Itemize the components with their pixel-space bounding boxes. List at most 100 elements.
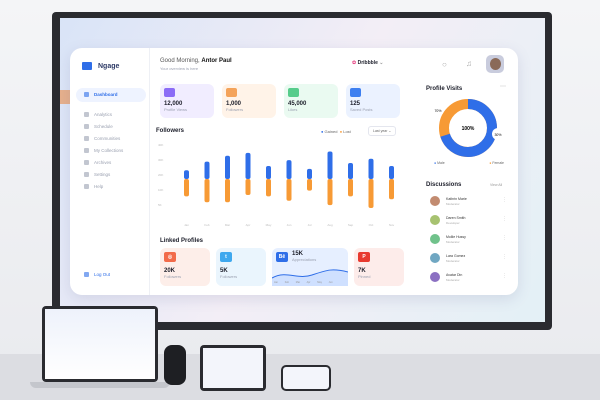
- more-icon[interactable]: ⋯: [500, 84, 506, 90]
- y-tick-label: 30K: [158, 158, 163, 162]
- bar-gained-Feb: [204, 161, 210, 179]
- y-tick-label: 10K: [158, 188, 163, 192]
- nav-icon: [84, 112, 89, 118]
- stat-card[interactable]: 12,000 Profile Views: [160, 84, 214, 118]
- discussion-item[interactable]: Mollie Hussy Moderator ⋮: [430, 234, 510, 250]
- sidebar-item-communities[interactable]: Communities: [76, 132, 146, 146]
- workspace-selector[interactable]: ✿ Dribbble ⌄: [352, 60, 384, 66]
- twitter-icon: t: [220, 252, 232, 262]
- stat-card[interactable]: 45,000 Likes: [284, 84, 338, 118]
- followers-chart: Followers ● Gained ● Lost Last year ⌄ 40…: [156, 126, 406, 230]
- view-all-link[interactable]: View All: [490, 183, 503, 187]
- pinterest-icon: P: [358, 252, 370, 262]
- stat-card[interactable]: 1,000 Followers: [222, 84, 276, 118]
- bar-lost-Oct: [368, 179, 374, 208]
- linked-profiles-title: Linked Profiles: [160, 238, 204, 244]
- discussion-item[interactable]: Avatar Din Moderator ⋮: [430, 272, 510, 288]
- nav-icon: [84, 184, 89, 190]
- linked-instagram[interactable]: ◎ 20K Followers: [160, 248, 210, 286]
- visits-donut: 100% 70% 30%: [432, 99, 504, 157]
- linked-pinterest[interactable]: P 7K Pinned: [354, 248, 404, 286]
- bell-icon[interactable]: ♫: [466, 59, 472, 68]
- bar-lost-Jul: [307, 179, 312, 191]
- sidebar-item-schedule[interactable]: Schedule: [76, 120, 146, 134]
- more-vertical-icon[interactable]: ⋮: [502, 197, 507, 203]
- nav-icon: [84, 160, 89, 166]
- y-tick-label: 40K: [158, 143, 163, 147]
- linked-twitter[interactable]: t 5K Followers: [216, 248, 266, 286]
- avatar: [430, 196, 440, 206]
- bar-gained-Mar: [225, 155, 230, 179]
- discussion-item[interactable]: Kathrin Marie Moderator ⋮: [430, 196, 510, 212]
- male-pct: 70%: [434, 109, 441, 113]
- x-tick-label: Nov: [389, 223, 395, 227]
- bar-lost-Jan: [184, 179, 189, 197]
- x-tick-label: Sep: [348, 223, 354, 227]
- avatar: [430, 253, 440, 263]
- bar-lost-Aug: [327, 179, 333, 206]
- more-vertical-icon[interactable]: ⋮: [502, 216, 507, 222]
- behance-icon: Bē: [276, 252, 288, 262]
- stat-icon: [350, 88, 361, 97]
- bar-gained-Jun: [286, 160, 292, 179]
- x-tick-label: Oct: [369, 223, 374, 227]
- tablet: [200, 345, 266, 391]
- instagram-icon: ◎: [164, 252, 176, 262]
- y-tick-label: 5K: [158, 203, 162, 207]
- bar-lost-Jun: [286, 179, 292, 201]
- bar-lost-Sep: [348, 179, 353, 197]
- x-tick-label: Jun: [287, 223, 292, 227]
- app-logo: Ngage: [82, 62, 119, 70]
- stat-icon: [288, 88, 299, 97]
- period-filter[interactable]: Last year ⌄: [368, 126, 397, 136]
- discussion-item[interactable]: Lara Gomez Moderator ⋮: [430, 253, 510, 269]
- chart-title: Followers: [156, 128, 185, 134]
- discussion-item[interactable]: Daren Smith Developer ⋮: [430, 215, 510, 231]
- sparkline: [272, 269, 348, 286]
- stat-icon: [164, 88, 175, 97]
- bar-lost-May: [266, 179, 271, 197]
- discussions-title: Discussions: [426, 182, 462, 188]
- female-pct: 30%: [494, 133, 501, 137]
- linked-behance[interactable]: Bē 15K Appreciations Jan Feb Mar Apr May Ju…: [272, 248, 348, 286]
- avatar: [430, 272, 440, 282]
- app-name: Ngage: [98, 62, 120, 70]
- bar-lost-Feb: [204, 179, 210, 203]
- bar-gained-Jul: [307, 168, 312, 179]
- x-tick-label: Jul: [308, 223, 312, 227]
- donut-male: [439, 99, 497, 157]
- sidebar-item-analytics[interactable]: Analytics: [76, 108, 146, 122]
- avatar[interactable]: [486, 55, 504, 73]
- dashboard-window: Ngage Dashboard Analytics Schedule Communit…: [70, 48, 518, 295]
- sidebar-item-settings[interactable]: Settings: [76, 168, 146, 182]
- nav-icon: [84, 92, 89, 98]
- phone: [281, 365, 331, 391]
- nav-icon: [84, 136, 89, 142]
- greeting: Good Morning, Antor Paul Your overview i…: [160, 58, 232, 71]
- bar-gained-Aug: [327, 151, 333, 179]
- search-icon[interactable]: ○: [442, 60, 447, 69]
- x-tick-label: May: [266, 223, 272, 227]
- sidebar-item-help[interactable]: Help: [76, 180, 146, 194]
- sidebar-item-dashboard[interactable]: Dashboard: [76, 88, 146, 102]
- avatar: [430, 234, 440, 244]
- bar-gained-Sep: [348, 163, 353, 179]
- stat-card[interactable]: 125 Saved Posts: [346, 84, 400, 118]
- sidebar-item-archives[interactable]: Archives: [76, 156, 146, 170]
- bar-gained-Oct: [368, 158, 374, 179]
- bar-lost-Apr: [245, 179, 251, 195]
- logo-icon: [82, 62, 92, 70]
- sidebar-item-my-collections[interactable]: My Collections: [76, 144, 146, 158]
- logout-button[interactable]: Log Out: [76, 268, 146, 282]
- avatar: [430, 215, 440, 225]
- stat-icon: [226, 88, 237, 97]
- donut-center-label: 100%: [462, 126, 475, 132]
- screen: Ngage Dashboard Analytics Schedule Communit…: [60, 18, 545, 322]
- sidebar: Ngage Dashboard Analytics Schedule Communit…: [70, 48, 150, 295]
- bar-gained-Nov: [389, 165, 394, 179]
- more-vertical-icon[interactable]: ⋮: [502, 254, 507, 260]
- x-tick-label: Mar: [225, 223, 230, 227]
- more-vertical-icon[interactable]: ⋮: [502, 235, 507, 241]
- more-vertical-icon[interactable]: ⋮: [502, 273, 507, 279]
- chart-legend: ● Gained ● Lost: [321, 129, 351, 134]
